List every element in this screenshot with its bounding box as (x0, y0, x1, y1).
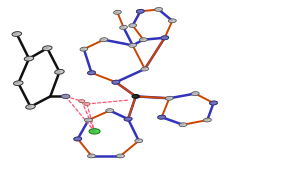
Ellipse shape (130, 25, 134, 26)
Ellipse shape (137, 10, 142, 12)
Ellipse shape (133, 95, 137, 97)
Ellipse shape (55, 69, 64, 74)
Ellipse shape (142, 68, 146, 70)
Ellipse shape (75, 138, 79, 140)
Ellipse shape (112, 80, 120, 84)
Ellipse shape (158, 115, 166, 119)
Ellipse shape (162, 37, 166, 39)
Ellipse shape (124, 117, 132, 121)
Ellipse shape (129, 24, 137, 27)
Ellipse shape (210, 102, 215, 104)
Ellipse shape (132, 94, 139, 98)
Ellipse shape (56, 71, 61, 73)
Ellipse shape (85, 119, 90, 121)
Ellipse shape (161, 36, 169, 40)
Ellipse shape (135, 139, 143, 143)
Ellipse shape (120, 26, 127, 29)
Ellipse shape (191, 92, 199, 95)
Ellipse shape (117, 155, 122, 157)
Ellipse shape (91, 130, 96, 132)
Ellipse shape (155, 8, 163, 11)
Ellipse shape (44, 47, 49, 49)
Ellipse shape (24, 56, 34, 61)
Ellipse shape (112, 80, 120, 84)
Ellipse shape (115, 11, 119, 13)
Ellipse shape (74, 137, 82, 141)
Ellipse shape (159, 116, 163, 118)
Ellipse shape (88, 154, 95, 158)
Ellipse shape (159, 116, 163, 118)
Ellipse shape (162, 37, 166, 39)
Ellipse shape (15, 82, 20, 84)
Ellipse shape (204, 119, 209, 121)
Ellipse shape (136, 140, 140, 142)
Ellipse shape (13, 81, 23, 86)
Ellipse shape (13, 33, 18, 35)
Ellipse shape (75, 138, 79, 140)
Ellipse shape (101, 39, 105, 40)
Ellipse shape (84, 118, 92, 122)
Ellipse shape (113, 81, 117, 83)
Ellipse shape (107, 110, 111, 111)
Ellipse shape (140, 39, 145, 40)
Ellipse shape (165, 96, 173, 100)
Ellipse shape (117, 154, 124, 158)
Ellipse shape (106, 109, 114, 112)
Ellipse shape (139, 38, 147, 42)
Ellipse shape (80, 47, 88, 51)
Ellipse shape (88, 72, 93, 74)
Ellipse shape (12, 32, 22, 36)
Ellipse shape (156, 9, 160, 10)
Ellipse shape (203, 118, 211, 122)
Ellipse shape (129, 43, 137, 47)
Ellipse shape (210, 102, 215, 104)
Ellipse shape (210, 101, 217, 105)
Ellipse shape (25, 57, 30, 60)
Ellipse shape (88, 155, 93, 157)
Ellipse shape (130, 44, 134, 46)
Ellipse shape (113, 81, 117, 83)
Ellipse shape (42, 46, 52, 51)
Ellipse shape (125, 118, 129, 120)
Ellipse shape (121, 26, 125, 28)
Ellipse shape (89, 72, 93, 74)
Ellipse shape (80, 100, 83, 102)
Ellipse shape (192, 93, 196, 94)
Ellipse shape (136, 9, 144, 13)
Ellipse shape (141, 67, 149, 71)
Ellipse shape (179, 123, 187, 127)
Ellipse shape (84, 103, 88, 105)
Ellipse shape (100, 38, 108, 42)
Ellipse shape (180, 124, 184, 125)
Ellipse shape (61, 94, 70, 98)
Ellipse shape (166, 97, 170, 99)
Ellipse shape (81, 48, 85, 50)
Ellipse shape (161, 36, 169, 40)
Ellipse shape (63, 95, 67, 97)
Ellipse shape (27, 106, 32, 108)
Ellipse shape (88, 71, 95, 75)
Ellipse shape (169, 20, 174, 22)
Ellipse shape (84, 102, 90, 105)
Ellipse shape (210, 101, 217, 105)
Ellipse shape (79, 100, 85, 103)
Ellipse shape (74, 137, 82, 141)
Ellipse shape (158, 115, 166, 119)
Ellipse shape (168, 19, 176, 23)
Ellipse shape (125, 118, 130, 120)
Ellipse shape (137, 10, 142, 12)
Ellipse shape (113, 10, 121, 14)
Ellipse shape (88, 71, 95, 75)
Ellipse shape (26, 104, 35, 109)
Ellipse shape (89, 129, 100, 134)
Ellipse shape (136, 9, 144, 13)
Ellipse shape (124, 117, 132, 121)
